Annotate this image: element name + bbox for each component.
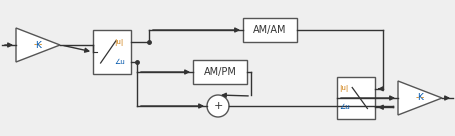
- Text: ∠u: ∠u: [114, 59, 125, 65]
- Circle shape: [207, 95, 228, 117]
- Text: -: -: [34, 41, 37, 50]
- Polygon shape: [16, 28, 60, 62]
- Text: ∠u: ∠u: [338, 104, 349, 110]
- Text: -: -: [420, 93, 423, 103]
- Text: |u|: |u|: [114, 39, 123, 46]
- Polygon shape: [397, 81, 441, 115]
- FancyBboxPatch shape: [93, 30, 131, 74]
- FancyBboxPatch shape: [243, 18, 296, 42]
- Text: K: K: [416, 93, 422, 103]
- Text: -: -: [415, 93, 418, 103]
- Text: |u|: |u|: [338, 85, 348, 92]
- Text: K: K: [35, 41, 41, 50]
- FancyBboxPatch shape: [336, 77, 374, 119]
- Text: -: -: [39, 41, 42, 50]
- FancyBboxPatch shape: [192, 60, 247, 84]
- Text: AM/AM: AM/AM: [253, 25, 286, 35]
- Text: AM/PM: AM/PM: [203, 67, 236, 77]
- Text: +: +: [213, 101, 222, 111]
